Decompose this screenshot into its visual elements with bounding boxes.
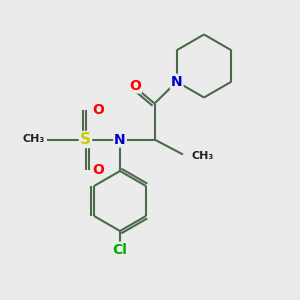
Text: O: O (129, 79, 141, 92)
Text: N: N (171, 75, 182, 89)
Text: N: N (114, 133, 126, 146)
Text: Cl: Cl (112, 243, 128, 256)
Text: O: O (92, 103, 104, 116)
Text: O: O (92, 163, 104, 176)
Text: S: S (80, 132, 91, 147)
Text: CH₃: CH₃ (192, 151, 214, 161)
Text: CH₃: CH₃ (23, 134, 45, 145)
